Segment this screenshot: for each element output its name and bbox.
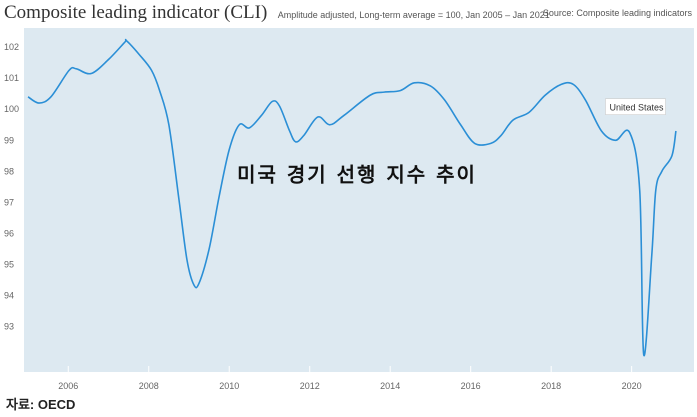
y-tick-label: 98: [4, 166, 14, 176]
chart-subtitle: Amplitude adjusted, Long-term average = …: [277, 10, 550, 20]
series-line-united-states: [27, 38, 677, 357]
chart-title: Composite leading indicator (CLI): [4, 2, 268, 23]
line-chart: 93 94 95 96 97 98 99 100 101 102 2006 2008 2010 2012 2…: [4, 28, 694, 390]
x-tick-label: 2018: [541, 381, 561, 390]
y-tick-label: 100: [4, 104, 19, 114]
chart-source: Source: Composite leading indicators: [542, 8, 692, 18]
x-tick-label: 2020: [622, 381, 642, 390]
x-tick-label: 2016: [461, 381, 481, 390]
chart-annotation: 미국 경기 선행 지수 추이: [237, 162, 477, 186]
plot-background: [24, 28, 694, 372]
footer-source: 자료: OECD: [6, 397, 76, 412]
y-tick-label: 97: [4, 197, 14, 207]
x-tick-label: 2014: [380, 381, 400, 390]
series-label-box: [605, 98, 666, 115]
y-tick-label: 93: [4, 322, 14, 332]
y-tick-label: 95: [4, 260, 14, 270]
chart-header: Composite leading indicator (CLI) Amplit…: [4, 2, 694, 24]
y-tick-label: 96: [4, 229, 14, 239]
x-tick-label: 2008: [139, 381, 159, 390]
x-tick-label: 2006: [58, 381, 78, 390]
y-tick-label: 94: [4, 291, 14, 301]
y-tick-label: 102: [4, 42, 19, 52]
x-tick-label: 2012: [300, 381, 320, 390]
series-label: United States: [609, 103, 664, 113]
y-tick-label: 99: [4, 135, 14, 145]
x-tick-label: 2010: [219, 381, 239, 390]
y-tick-label: 101: [4, 73, 19, 83]
